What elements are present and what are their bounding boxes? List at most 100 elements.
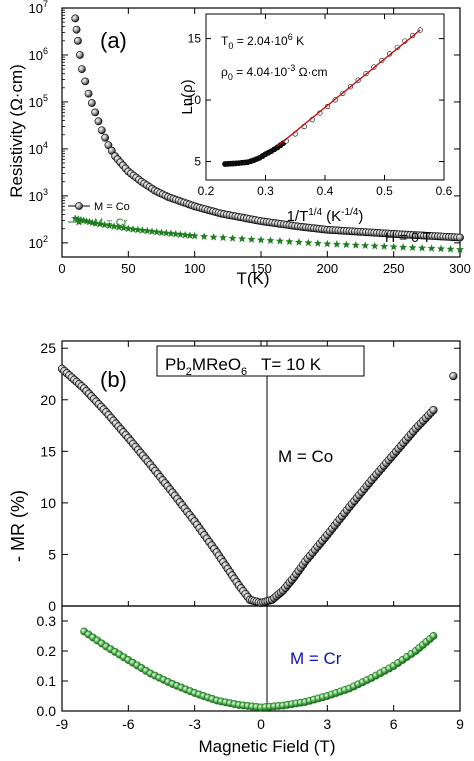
t0-sub: 0 (228, 41, 233, 51)
inset-xlabel: 1/T1/4 (K-1/4) (287, 207, 364, 225)
a-ytick-label: 102 (29, 234, 48, 251)
cr-data-point (119, 223, 128, 232)
b-ytick-label: 5 (48, 546, 56, 562)
b-ytick-label: 20 (40, 392, 56, 408)
cr-data-point (332, 240, 341, 248)
cr-data-point (162, 228, 171, 237)
cr-data-point (342, 240, 351, 249)
c-xtick-label: 9 (456, 716, 464, 732)
c-ytick-label: 0.1 (37, 673, 57, 689)
b-ytick-label: 10 (40, 495, 56, 511)
panel-b-title: Pb2MReO6 T= 10 K (165, 355, 322, 378)
c-ytick-label: 0.2 (37, 643, 57, 659)
cr-data-point (418, 243, 427, 252)
co-data-point (72, 25, 81, 34)
cr-data-point (238, 234, 247, 243)
mr-co-data-point (429, 405, 438, 415)
inset-t0-text: T0 = 2.04·106 K (221, 32, 304, 51)
inset-chart: 0.2 0.3 0.4 0.5 0.6 5 10 15 Ln(ρ) 1/T1/4 (K-1/4)… (179, 13, 453, 225)
panel-b-ylabel: - MR (%) (8, 490, 28, 562)
rho0-sub: 0 (228, 72, 233, 82)
panel-b-xlabel: Magnetic Field (T) (199, 737, 336, 756)
inset-ytick-label: 5 (194, 155, 201, 169)
b-ytick-label: 25 (40, 340, 56, 356)
panel-c-data (80, 627, 438, 712)
cr-data-point (148, 227, 157, 235)
a-xtick-label: 100 (184, 261, 206, 276)
co-data-point (97, 126, 106, 135)
cr-data-point (313, 239, 322, 247)
co-data-point (94, 117, 103, 126)
title-temp: T= 10 K (247, 355, 322, 374)
mr-co-outlier-point (449, 371, 458, 381)
inset-ytick-label: 15 (188, 32, 202, 46)
b-ytick-label: 0 (48, 598, 56, 614)
cr-data-point (91, 219, 100, 227)
panel-a-data (71, 14, 464, 253)
inset-xlabel-unit: (K (326, 208, 341, 225)
cr-data-point (171, 229, 180, 238)
title-sub2: 6 (241, 366, 247, 378)
inset-fit-line (276, 29, 421, 147)
cr-data-point (370, 241, 379, 250)
cr-data-point (95, 219, 104, 228)
panel-b-axes: 0 5 10 15 20 25 (40, 340, 460, 614)
inset-xtick-label: 0.4 (317, 184, 334, 198)
mr-cr-data-point (429, 632, 438, 640)
cr-data-point (323, 239, 332, 248)
c-xtick-label: -6 (122, 716, 135, 732)
cr-data-point (219, 233, 228, 242)
cr-data-point (361, 241, 370, 250)
inset-xlabel-unit-exp: -1/4 (341, 207, 359, 218)
a-xtick-label: 250 (383, 261, 405, 276)
co-data-point (91, 108, 100, 117)
a-ytick-label: 107 (29, 0, 48, 16)
co-data-point (81, 77, 90, 86)
co-data-point (87, 99, 96, 107)
co-data-point (71, 14, 80, 23)
inset-xlabel-exp: 1/4 (308, 207, 322, 218)
a-xtick-label: 150 (250, 261, 272, 276)
title-pb: Pb (165, 355, 186, 374)
c-xtick-label: 6 (390, 716, 398, 732)
legend-cr-marker (74, 217, 84, 226)
inset-ylabel: Ln(ρ) (179, 79, 196, 114)
cr-data-point (304, 238, 313, 247)
b-ytick-label: 15 (40, 443, 56, 459)
rho0-exp: -3 (287, 63, 295, 73)
cr-data-point (275, 236, 284, 245)
a-ytick-label: 103 (29, 187, 48, 204)
panel-b: 0 5 10 15 20 25 -9 -6 -3 0 3 6 9 0.0 0.1 0.2 0.3 Pb2MRe… (8, 340, 464, 756)
rho0-label: ρ (221, 65, 228, 79)
panel-a-annotation: H = 0 T (385, 229, 431, 245)
cr-data-point (143, 226, 152, 235)
a-ytick-label: 105 (29, 93, 48, 110)
cr-data-point (181, 230, 190, 239)
cr-data-point (380, 242, 389, 250)
c-xtick-label: 0 (257, 716, 265, 732)
c-ytick-label: 0.3 (37, 613, 57, 629)
rho0-unit: Ω·cm (295, 65, 327, 79)
inset-xtick-label: 0.5 (376, 184, 393, 198)
t0-label: T (221, 34, 229, 48)
panel-a-label: (a) (100, 28, 127, 53)
legend-cr-label: M = Cr (94, 217, 128, 229)
inset-xtick-label: 0.6 (436, 184, 453, 198)
cr-data-point (209, 232, 218, 241)
cr-data-point (266, 236, 275, 244)
cr-data-point (114, 222, 123, 231)
cr-data-point (257, 235, 265, 244)
c-xtick-label: -3 (188, 716, 201, 732)
co-data-point (84, 89, 93, 98)
cr-data-point (427, 244, 436, 252)
co-series-label: M = Co (278, 447, 333, 466)
a-ytick-label: 104 (29, 140, 48, 157)
cr-data-point (138, 226, 147, 234)
cr-data-point (351, 240, 360, 249)
cr-data-point (176, 230, 185, 238)
cr-data-point (294, 238, 303, 246)
title-mreo: MReO (192, 355, 241, 374)
panel-a-legend: M = Co M = Cr (68, 201, 130, 229)
